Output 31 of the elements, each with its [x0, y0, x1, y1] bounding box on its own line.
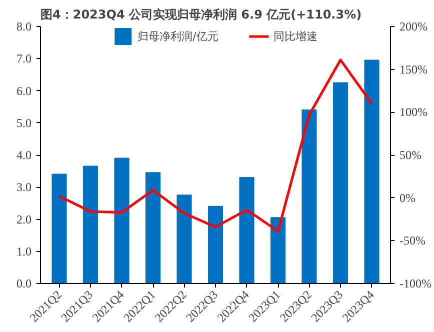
y2-tick-label: 200% — [400, 20, 428, 34]
bar — [114, 158, 130, 284]
y-tick-label: 8.0 — [16, 20, 32, 34]
y-tick-label: 0.0 — [16, 276, 32, 290]
legend-label: 同比增速 — [273, 28, 318, 44]
y2-tick-label: -100% — [400, 276, 432, 290]
y2-tick-label: 100% — [400, 105, 428, 120]
chart-title: 图4：2023Q4 公司实现归母净利润 6.9 亿元(+110.3%) — [40, 8, 362, 22]
line-series — [58, 58, 373, 232]
bar — [302, 110, 317, 284]
y-tick-label: 1.0 — [16, 244, 32, 258]
y2-tick-label: -50% — [400, 234, 426, 248]
bar — [364, 60, 380, 284]
bar — [82, 166, 98, 284]
bar — [145, 172, 161, 284]
legend-label: 归母净利润/亿元 — [138, 28, 218, 44]
bar — [208, 206, 224, 284]
y2-tick-label: 50% — [400, 148, 422, 162]
bar — [52, 174, 67, 284]
bar — [270, 217, 286, 284]
bar — [332, 82, 348, 284]
bar — [176, 194, 192, 284]
bar — [239, 176, 254, 284]
y-tick-label: 7.0 — [16, 52, 32, 66]
y-tick-label: 5.0 — [16, 116, 32, 130]
y2-tick-label: 150% — [400, 62, 428, 76]
y-tick-label: 6.0 — [16, 84, 32, 98]
y2-tick-label: 0% — [400, 190, 416, 205]
y-tick-label: 3.0 — [16, 180, 32, 194]
y-tick-label: 4.0 — [16, 148, 32, 162]
y-tick-label: 2.0 — [16, 212, 32, 226]
